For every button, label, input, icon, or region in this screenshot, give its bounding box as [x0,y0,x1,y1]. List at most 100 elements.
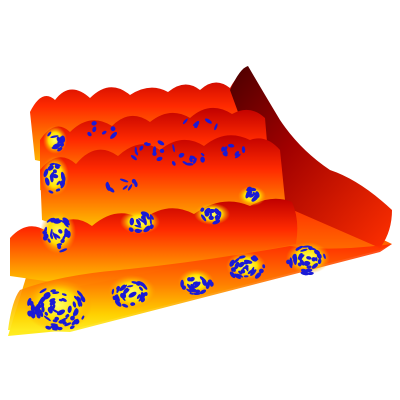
marker [127,285,134,288]
marker [192,281,199,285]
marker [44,177,50,186]
marker [305,268,313,273]
marker [286,259,291,265]
marker [192,289,199,293]
marker [92,126,97,133]
marker [47,306,53,314]
marker [119,178,129,183]
marker [43,293,51,300]
marker [204,211,210,217]
marker [139,286,143,291]
marker [186,288,192,293]
marker [221,146,225,152]
marker [159,148,165,153]
marker [50,323,58,326]
marker [311,257,316,262]
marker [249,193,255,198]
marker [144,226,149,230]
marker [50,324,59,330]
marker [63,221,69,228]
marker [136,294,141,300]
marker [46,217,53,223]
marker [35,304,41,312]
marker [139,145,144,151]
marker [61,317,68,321]
marker [149,217,152,226]
marker [234,261,240,270]
marker [238,255,246,259]
marker [134,181,138,188]
marker [316,253,322,259]
marker [110,126,116,132]
marker [79,301,83,307]
marker [156,156,163,162]
marker [128,291,137,298]
marker [302,271,308,276]
marker [101,130,107,135]
marker [30,304,36,313]
marker [300,254,305,259]
marker [254,272,262,279]
marker [229,271,236,279]
marker [116,286,120,291]
marker [61,297,67,302]
marker [110,131,118,139]
marker [58,229,63,234]
marker [52,291,60,295]
marker [209,279,213,285]
marker [308,246,313,251]
marker [129,217,135,226]
marker [53,233,61,239]
marker [107,186,115,193]
marker [43,168,49,178]
marker [157,140,165,146]
marker [149,215,154,220]
marker [50,135,59,138]
marker [204,118,212,124]
marker [234,273,241,279]
marker [200,207,205,212]
marker [58,310,63,314]
marker [42,236,47,241]
marker [57,244,62,250]
marker [146,215,151,220]
marker [250,269,257,276]
marker [43,315,51,322]
marker [222,152,228,157]
marker [200,214,207,222]
marker [123,287,129,295]
marker [212,220,220,225]
marker [27,310,32,317]
marker [71,318,79,326]
marker [186,283,193,291]
marker [249,187,257,192]
marker [240,269,246,274]
marker [143,217,147,226]
marker [182,161,189,165]
marker [171,161,176,166]
marker [47,165,54,171]
marker [53,163,61,167]
marker [242,265,249,270]
marker [77,301,81,307]
marker-group [27,118,326,331]
marker [52,328,58,331]
trough [194,203,230,225]
marker [140,297,145,302]
marker [241,261,250,265]
marker [119,284,126,292]
marker [192,157,197,164]
marker [202,278,207,286]
marker [81,315,85,320]
marker [70,315,75,321]
marker [62,176,66,184]
marker [44,311,49,316]
marker [243,275,249,278]
marker [91,121,97,126]
marker [52,173,59,179]
marker [182,118,188,125]
marker [50,289,56,293]
marker [72,301,77,308]
marker [62,321,67,325]
marker [179,152,185,158]
